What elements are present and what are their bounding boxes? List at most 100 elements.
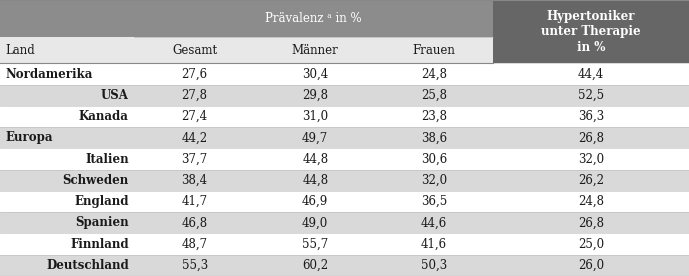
Text: 26,8: 26,8	[578, 216, 604, 229]
Bar	[255, 212, 376, 233]
Bar	[134, 37, 255, 63]
Bar	[376, 106, 493, 127]
Text: 30,4: 30,4	[302, 68, 329, 81]
Text: Finnland: Finnland	[70, 238, 129, 251]
Text: Prävalenz ᵃ in %: Prävalenz ᵃ in %	[265, 12, 362, 25]
Text: 25,8: 25,8	[421, 89, 447, 102]
Text: 32,0: 32,0	[578, 153, 604, 166]
Bar	[493, 0, 689, 63]
Bar	[134, 106, 255, 127]
Text: 31,0: 31,0	[302, 110, 328, 123]
Text: 49,7: 49,7	[302, 131, 329, 144]
Bar	[493, 63, 689, 85]
Text: 49,0: 49,0	[302, 216, 329, 229]
Bar	[134, 233, 255, 255]
Text: 27,6: 27,6	[182, 68, 207, 81]
Text: Deutschland: Deutschland	[46, 259, 129, 272]
Text: 36,5: 36,5	[421, 195, 447, 208]
Bar	[255, 191, 376, 212]
Text: Gesamt: Gesamt	[172, 44, 217, 57]
Text: 60,2: 60,2	[302, 259, 328, 272]
Text: 55,3: 55,3	[181, 259, 208, 272]
Bar	[493, 233, 689, 255]
Text: 41,7: 41,7	[182, 195, 207, 208]
Text: 46,8: 46,8	[182, 216, 207, 229]
Text: Frauen: Frauen	[413, 44, 455, 57]
Text: 36,3: 36,3	[577, 110, 604, 123]
Bar	[134, 191, 255, 212]
Text: 46,9: 46,9	[302, 195, 329, 208]
Text: 44,2: 44,2	[182, 131, 207, 144]
Text: 52,5: 52,5	[578, 89, 604, 102]
Text: 26,0: 26,0	[578, 259, 604, 272]
Bar	[255, 0, 376, 37]
Text: 27,8: 27,8	[182, 89, 207, 102]
Bar	[376, 148, 493, 170]
Bar	[376, 37, 493, 63]
Bar	[255, 85, 376, 106]
Bar	[376, 255, 493, 276]
Bar	[134, 148, 255, 170]
Bar	[0, 85, 134, 106]
Text: Land: Land	[6, 44, 35, 57]
Text: 32,0: 32,0	[421, 174, 447, 187]
Bar	[0, 106, 134, 127]
Bar	[493, 127, 689, 148]
Text: 44,8: 44,8	[302, 153, 328, 166]
Text: 44,8: 44,8	[302, 174, 328, 187]
Text: 29,8: 29,8	[302, 89, 328, 102]
Bar	[376, 63, 493, 85]
Bar	[255, 127, 376, 148]
Text: 38,6: 38,6	[421, 131, 447, 144]
Text: 44,4: 44,4	[577, 68, 604, 81]
Bar	[493, 170, 689, 191]
Text: Europa: Europa	[6, 131, 53, 144]
Bar	[134, 63, 255, 85]
Text: 23,8: 23,8	[421, 110, 447, 123]
Text: England: England	[74, 195, 129, 208]
Bar	[493, 148, 689, 170]
Bar	[376, 170, 493, 191]
Bar	[493, 85, 689, 106]
Bar	[493, 106, 689, 127]
Text: 48,7: 48,7	[182, 238, 207, 251]
Bar	[255, 63, 376, 85]
Bar	[134, 212, 255, 233]
Text: 27,4: 27,4	[182, 110, 207, 123]
Bar	[255, 37, 376, 63]
Text: Kanada: Kanada	[79, 110, 129, 123]
Bar	[376, 212, 493, 233]
Bar	[0, 233, 134, 255]
Text: Hypertoniker
unter Therapie
in %: Hypertoniker unter Therapie in %	[541, 10, 641, 54]
Bar	[0, 37, 134, 63]
Bar	[376, 0, 493, 37]
Bar	[493, 255, 689, 276]
Text: Nordamerika: Nordamerika	[6, 68, 93, 81]
Text: 55,7: 55,7	[302, 238, 329, 251]
Bar	[376, 191, 493, 212]
Bar	[0, 212, 134, 233]
Bar	[134, 0, 255, 37]
Bar	[376, 127, 493, 148]
Text: 38,4: 38,4	[182, 174, 207, 187]
Bar	[0, 255, 134, 276]
Bar	[0, 63, 134, 85]
Text: Italien: Italien	[85, 153, 129, 166]
Text: USA: USA	[101, 89, 129, 102]
Bar	[493, 212, 689, 233]
Text: 30,6: 30,6	[421, 153, 447, 166]
Bar	[255, 233, 376, 255]
Bar	[0, 191, 134, 212]
Bar	[255, 255, 376, 276]
Bar	[0, 170, 134, 191]
Text: 50,3: 50,3	[421, 259, 447, 272]
Text: 24,8: 24,8	[421, 68, 447, 81]
Bar	[134, 127, 255, 148]
Text: 37,7: 37,7	[181, 153, 208, 166]
Text: 26,8: 26,8	[578, 131, 604, 144]
Bar	[376, 85, 493, 106]
Text: 26,2: 26,2	[578, 174, 604, 187]
Bar	[255, 148, 376, 170]
Bar	[134, 170, 255, 191]
Bar	[376, 233, 493, 255]
